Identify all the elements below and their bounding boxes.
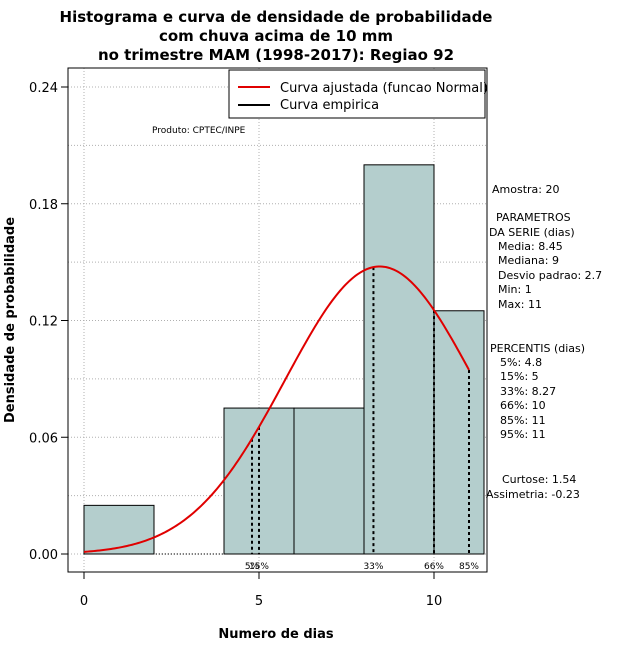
legend-label-empirical: Curva empirica	[280, 98, 379, 113]
percentile-markers: 5%15% 33% 66% 85%	[245, 267, 479, 572]
percentile-label-1: 15%	[249, 562, 269, 572]
stat-params-title-1: PARAMETROS	[496, 211, 571, 224]
percentile-label-0: 5%	[245, 562, 260, 572]
stat-percentis-title: PERCENTIS (dias)	[490, 342, 585, 355]
y-axis: 0.00 0.06 0.12 0.18 0.24	[29, 81, 68, 563]
stat-p15: 15%: 5	[500, 370, 539, 383]
x-tick-label-0: 0	[80, 594, 88, 609]
stat-sd: Desvio padrao: 2.7	[498, 269, 602, 282]
y-tick-label-0: 0.00	[29, 548, 58, 563]
percentile-label-4: 85%	[459, 562, 479, 572]
stat-assimetria: Assimetria: -0.23	[486, 488, 580, 501]
chart-title-line-2: com chuva acima de 10 mm	[159, 27, 393, 45]
stat-p5: 5%: 4.8	[500, 356, 542, 369]
histogram-bar-0	[83, 504, 155, 555]
histogram-bar-5	[433, 310, 485, 555]
legend-label-fitted: Curva ajustada (funcao Normal)	[280, 81, 488, 96]
normal-curve	[83, 265, 470, 553]
y-tick-label-4: 0.24	[29, 81, 58, 96]
stat-sample: Amostra: 20	[492, 183, 559, 196]
stats-panel: Amostra: 20 PARAMETROS DA SERIE (dias) M…	[486, 183, 602, 501]
stat-params-title-2: DA SERIE (dias)	[489, 226, 575, 239]
stat-p33: 33%: 8.27	[500, 385, 556, 398]
stat-p95: 95%: 11	[500, 428, 546, 441]
product-label: Produto: CPTEC/INPE	[152, 126, 246, 136]
y-axis-label: Densidade de probabilidade	[3, 217, 18, 423]
x-tick-label-1: 5	[255, 594, 263, 609]
chart-title-line-1: Histograma e curva de densidade de proba…	[60, 8, 493, 26]
histogram-bar-4	[363, 164, 435, 555]
stat-curtose: Curtose: 1.54	[502, 473, 576, 486]
x-axis: 0 5 10	[80, 572, 442, 609]
percentile-label-2: 33%	[363, 562, 383, 572]
legend: Curva ajustada (funcao Normal) Curva emp…	[228, 69, 488, 119]
x-tick-label-2: 10	[426, 594, 443, 609]
y-tick-label-3: 0.18	[29, 198, 58, 213]
stat-min: Min: 1	[498, 283, 532, 296]
x-axis-label: Numero de dias	[218, 627, 334, 642]
stat-mean: Media: 8.45	[498, 240, 563, 253]
chart-title-line-3: no trimestre MAM (1998-2017): Regiao 92	[98, 46, 454, 64]
histogram-bar-3	[293, 407, 365, 555]
stat-max: Max: 11	[498, 298, 542, 311]
percentile-label-3: 66%	[424, 562, 444, 572]
y-tick-label-1: 0.06	[29, 431, 58, 446]
stat-p85: 85%: 11	[500, 414, 546, 427]
stat-p66: 66%: 10	[500, 399, 546, 412]
stat-median: Mediana: 9	[498, 254, 559, 267]
y-tick-label-2: 0.12	[29, 315, 58, 330]
